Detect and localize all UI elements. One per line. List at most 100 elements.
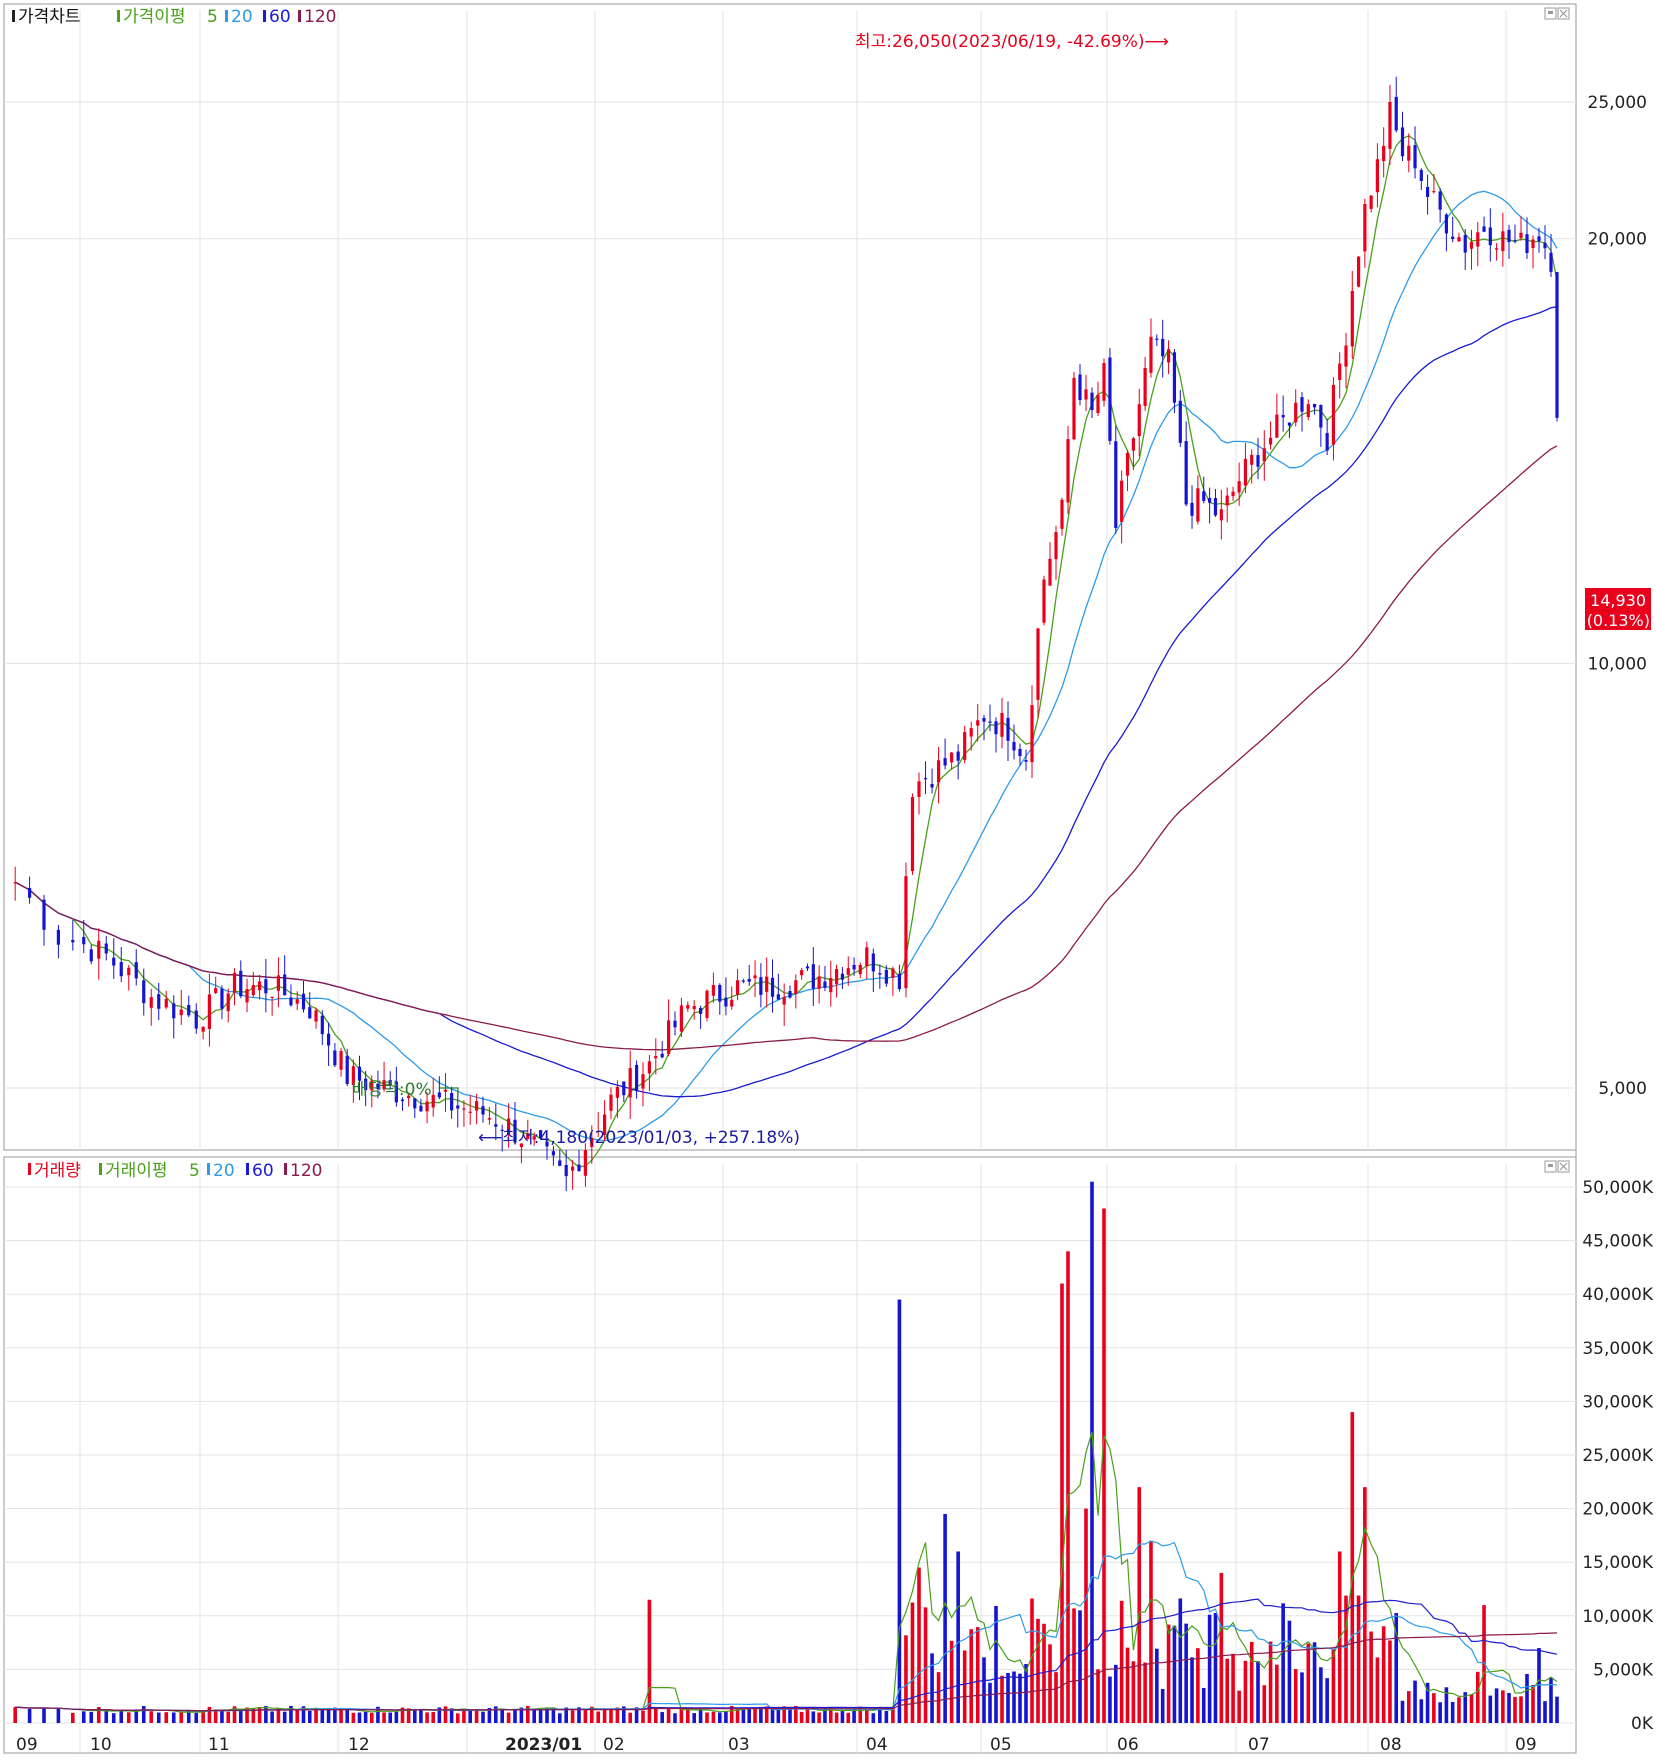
volume-bar [1425, 1682, 1430, 1723]
candle-body [1161, 338, 1165, 357]
volume-panel-controls[interactable] [1544, 1160, 1570, 1173]
volume-tick-label: 40,000K [1582, 1285, 1653, 1305]
candle-body [994, 721, 998, 735]
volume-bar [590, 1706, 594, 1723]
candle-body [431, 1094, 435, 1108]
candle-body [97, 940, 101, 959]
volume-bar [949, 1640, 954, 1723]
candle-body [519, 1143, 523, 1148]
volume-bar [545, 1707, 549, 1723]
candle-body [450, 1093, 454, 1111]
volume-bar [840, 1711, 845, 1723]
max-annotation: 최고:26,050(2023/06/19, -42.69%)⟶ [855, 32, 1169, 52]
volume-bar [1394, 1613, 1399, 1723]
candle-body [811, 964, 815, 989]
candle-body [923, 778, 928, 780]
volume-bar [1344, 1595, 1348, 1723]
candle-body [1024, 760, 1028, 762]
candle-body [357, 1066, 362, 1081]
candle-body [829, 978, 833, 993]
candle-body [1438, 191, 1442, 210]
price-panel-controls[interactable] [1544, 7, 1570, 20]
volume-bar [897, 1299, 902, 1723]
candle-body [1143, 367, 1147, 407]
volume-bar [1172, 1625, 1177, 1723]
volume-bar [666, 1707, 671, 1723]
volume-bar [351, 1712, 356, 1723]
volume-bar [628, 1712, 632, 1723]
volume-bar [245, 1707, 249, 1723]
volume-bar [852, 1708, 856, 1723]
volume-bar [1219, 1572, 1224, 1723]
volume-bar [1488, 1695, 1493, 1723]
candle-body [220, 988, 224, 1009]
volume-bar [776, 1709, 781, 1723]
volume-bar [213, 1709, 218, 1723]
candle-body [1012, 741, 1016, 751]
volume-bar [264, 1706, 268, 1723]
volume-moving-averages [15, 1431, 1558, 1713]
candle-body [1281, 415, 1285, 418]
candle-body [462, 1108, 466, 1110]
volume-bar [583, 1709, 588, 1723]
volume-bar [226, 1711, 231, 1723]
volume-bar [449, 1708, 454, 1723]
candle-body [1048, 558, 1052, 586]
candle-body [1531, 239, 1535, 249]
candle-body [226, 993, 230, 1012]
volume-bar [276, 1708, 281, 1723]
candle-body [1213, 498, 1218, 516]
volume-bars [13, 1181, 1559, 1723]
volume-bar [782, 1706, 786, 1723]
price-legend-ma120: 120 [304, 7, 336, 27]
volume-bar [1537, 1647, 1541, 1723]
volume-bar [753, 1708, 757, 1723]
volume-bar [788, 1707, 792, 1723]
volume-bar [126, 1712, 131, 1723]
ma120-line [14, 445, 1558, 1051]
volume-bar [654, 1707, 658, 1723]
candle-body [1294, 402, 1298, 423]
volume-bar [1463, 1692, 1468, 1723]
candle-body [884, 969, 888, 984]
candle-body [1382, 145, 1386, 162]
volume-bar [1469, 1694, 1474, 1723]
candle-body [1084, 389, 1088, 400]
volume-bar [1531, 1684, 1535, 1723]
volume-bar [314, 1708, 318, 1723]
candle-body [673, 1020, 677, 1028]
volume-bar [468, 1710, 472, 1723]
volume-bar [425, 1712, 429, 1723]
candle-body [794, 980, 798, 995]
candle-body [788, 991, 792, 998]
volume-bar [1243, 1660, 1248, 1723]
volume-bar [936, 1672, 941, 1723]
candle-body [1494, 248, 1499, 250]
candle-body [187, 1005, 191, 1016]
candle-body [1006, 717, 1010, 741]
volume-bar [1319, 1667, 1323, 1723]
volume-bar [119, 1710, 124, 1723]
price-legend-ma5: 5 [207, 7, 218, 27]
candle-body [283, 974, 287, 996]
volume-bar [487, 1708, 492, 1723]
volume-bar [1268, 1641, 1273, 1723]
legend-marker [263, 10, 266, 22]
volume-bar [1375, 1657, 1380, 1723]
candle-body [214, 988, 218, 994]
candle-body [660, 1053, 664, 1058]
volume-bar [1482, 1605, 1486, 1723]
volume-bar [89, 1711, 94, 1723]
candle-body [759, 977, 763, 995]
volume-bar [741, 1708, 746, 1723]
candle-body [1237, 481, 1241, 493]
candle-body [1394, 96, 1398, 131]
candle-body [1219, 509, 1223, 521]
volume-bar [823, 1708, 827, 1723]
volume-tick-label: 45,000K [1582, 1232, 1653, 1252]
volume-bar [412, 1709, 417, 1723]
candle-body [376, 1083, 380, 1089]
candle-body [1114, 441, 1118, 528]
volume-bar [1108, 1676, 1112, 1723]
candle-body [1425, 186, 1430, 197]
